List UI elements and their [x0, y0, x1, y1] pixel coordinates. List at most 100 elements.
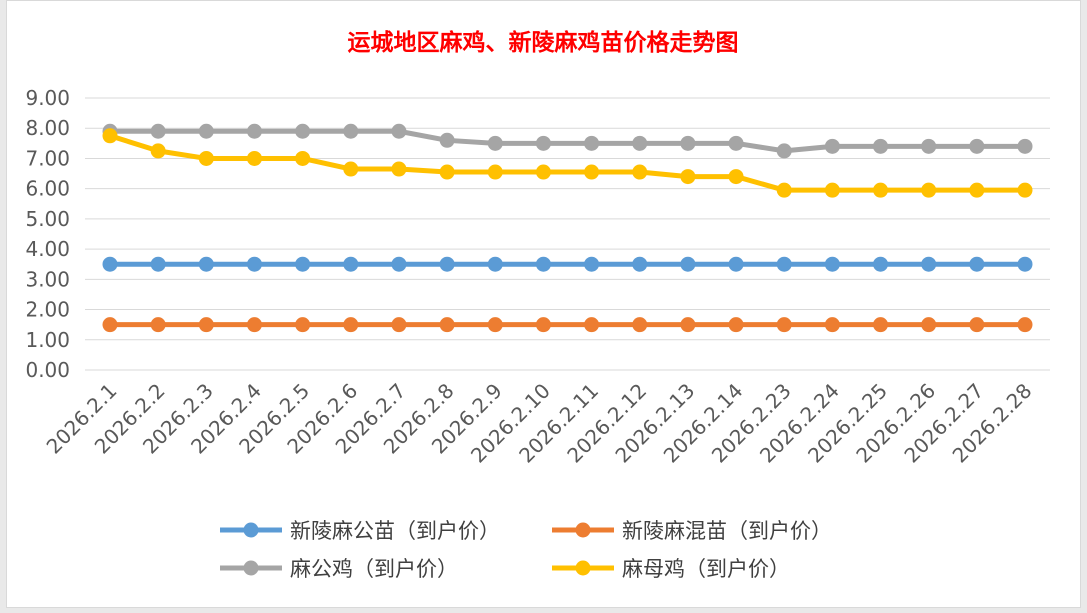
- legend: 新陵麻公苗（到户价） 新陵麻混苗（到户价） 麻公鸡（到户价） 麻母鸡（到户价）: [220, 519, 832, 581]
- data-point: [728, 256, 744, 272]
- legend-swatch-marker: [243, 522, 259, 538]
- series-line: [109, 133, 1025, 193]
- legend-label: 麻公鸡（到户价）: [290, 557, 458, 581]
- series-0: [102, 256, 1033, 272]
- data-point: [535, 135, 551, 151]
- data-point: [969, 317, 985, 333]
- data-point: [102, 128, 118, 144]
- data-point: [969, 256, 985, 272]
- data-point: [680, 135, 696, 151]
- series-line: [110, 128, 1025, 154]
- data-point: [824, 138, 840, 154]
- data-point: [728, 317, 744, 333]
- data-point: [824, 256, 840, 272]
- data-point: [102, 256, 118, 272]
- data-point: [824, 182, 840, 198]
- data-point: [776, 143, 792, 159]
- data-point: [246, 123, 262, 139]
- data-point: [102, 317, 118, 333]
- y-tick-label: 8.00: [25, 116, 70, 140]
- data-point: [150, 123, 166, 139]
- data-point: [439, 132, 455, 148]
- data-point: [921, 138, 937, 154]
- data-point: [343, 123, 359, 139]
- data-point: [535, 256, 551, 272]
- data-point: [198, 317, 214, 333]
- data-point: [680, 256, 696, 272]
- x-axis-ticks: 2026.2.12026.2.22026.2.32026.2.42026.2.5…: [42, 379, 1037, 468]
- y-tick-label: 7.00: [25, 146, 70, 170]
- data-point: [391, 256, 407, 272]
- legend-swatch-marker: [243, 560, 259, 576]
- data-point: [1017, 256, 1033, 272]
- data-point: [343, 256, 359, 272]
- y-axis-ticks: 0.00 1.00 2.00 3.00 4.00 5.00 6.00 7.00 8.00 9.00: [25, 86, 70, 382]
- data-point: [776, 182, 792, 198]
- data-point: [969, 138, 985, 154]
- data-point: [439, 317, 455, 333]
- data-point: [873, 317, 889, 333]
- chart-frame: [6, 0, 1081, 608]
- y-tick-label: 4.00: [25, 237, 70, 261]
- data-point: [680, 169, 696, 185]
- data-point: [535, 317, 551, 333]
- data-point: [680, 317, 696, 333]
- data-point: [343, 161, 359, 177]
- data-point: [246, 150, 262, 166]
- data-point: [150, 256, 166, 272]
- grid: [85, 97, 1050, 371]
- data-point: [632, 135, 648, 151]
- data-point: [921, 182, 937, 198]
- data-point: [728, 135, 744, 151]
- data-point: [295, 256, 311, 272]
- y-tick-label: 6.00: [25, 177, 70, 201]
- data-point: [776, 317, 792, 333]
- data-point: [776, 256, 792, 272]
- y-tick-label: 0.00: [25, 358, 70, 382]
- data-point: [873, 138, 889, 154]
- data-point: [150, 143, 166, 159]
- series-3: [102, 128, 1033, 198]
- data-point: [632, 164, 648, 180]
- data-point: [873, 182, 889, 198]
- legend-swatch-marker: [575, 522, 591, 538]
- data-point: [391, 161, 407, 177]
- chart-title: 运城地区麻鸡、新陵麻鸡苗价格走势图: [348, 29, 739, 56]
- data-point: [1017, 138, 1033, 154]
- data-point: [295, 150, 311, 166]
- y-tick-label: 1.00: [25, 328, 70, 352]
- data-point: [246, 256, 262, 272]
- legend-item: 麻公鸡（到户价）: [220, 557, 458, 581]
- data-point: [584, 256, 600, 272]
- data-point: [969, 182, 985, 198]
- y-tick-label: 3.00: [25, 267, 70, 291]
- data-point: [921, 317, 937, 333]
- series-group: [102, 123, 1033, 333]
- data-point: [584, 164, 600, 180]
- data-point: [343, 317, 359, 333]
- data-point: [295, 123, 311, 139]
- data-point: [487, 135, 503, 151]
- data-point: [246, 317, 262, 333]
- legend-label: 麻母鸡（到户价）: [622, 557, 790, 581]
- legend-item: 麻母鸡（到户价）: [552, 557, 790, 581]
- y-tick-label: 9.00: [25, 86, 70, 110]
- legend-label: 新陵麻混苗（到户价）: [622, 519, 832, 543]
- data-point: [584, 317, 600, 333]
- data-point: [487, 256, 503, 272]
- data-point: [391, 123, 407, 139]
- legend-label: 新陵麻公苗（到户价）: [290, 519, 500, 543]
- series-1: [102, 317, 1033, 333]
- legend-swatch-marker: [575, 560, 591, 576]
- data-point: [487, 317, 503, 333]
- data-point: [391, 317, 407, 333]
- data-point: [198, 123, 214, 139]
- data-point: [632, 256, 648, 272]
- data-point: [487, 164, 503, 180]
- data-point: [1017, 182, 1033, 198]
- data-point: [584, 135, 600, 151]
- series-2: [102, 123, 1033, 159]
- y-tick-label: 2.00: [25, 298, 70, 322]
- data-point: [198, 256, 214, 272]
